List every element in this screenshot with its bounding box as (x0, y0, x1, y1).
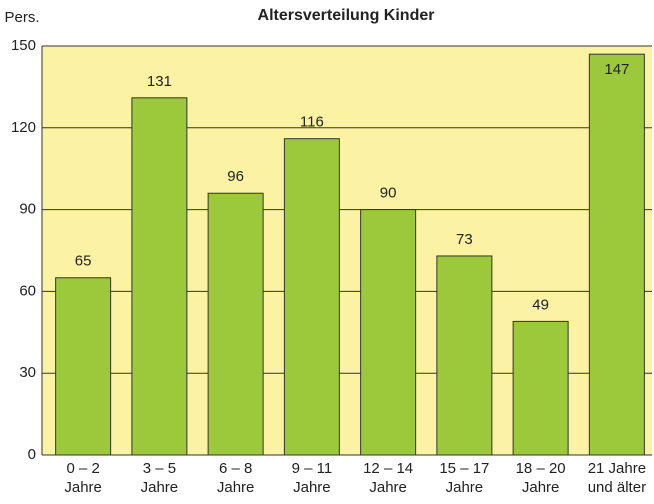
bar (207, 192, 264, 456)
x-tick-label: 0 – 2 (66, 460, 99, 477)
x-tick-label: 9 – 11 (292, 460, 333, 477)
data-label: 49 (532, 296, 549, 313)
chart-title: Altersverteilung Kinder (258, 7, 435, 24)
x-tick-label: Jahre (446, 479, 484, 496)
bar (588, 53, 645, 456)
bar (55, 277, 112, 456)
data-label: 90 (380, 185, 397, 202)
y-tick-label: 60 (19, 282, 36, 299)
x-tick-label: Jahre (369, 479, 407, 496)
x-tick-label: Jahre (141, 479, 179, 496)
y-tick-label: 90 (19, 201, 36, 218)
bar (283, 138, 340, 456)
x-tick-label: 15 – 17 (439, 460, 489, 477)
y-tick-label: 120 (11, 119, 36, 136)
y-tick-label: 150 (11, 37, 36, 54)
bar (436, 255, 493, 456)
data-label: 65 (75, 253, 92, 270)
x-tick-label: Jahre (217, 479, 255, 496)
x-tick-label: 3 – 5 (143, 460, 176, 477)
data-label: 116 (300, 114, 324, 131)
bar (512, 320, 569, 456)
data-label: 73 (456, 231, 473, 248)
bar (131, 97, 188, 456)
data-label: 147 (604, 61, 629, 78)
y-tick-label: 30 (19, 364, 36, 381)
x-tick-label: 18 – 20 (516, 460, 566, 477)
data-label: 96 (227, 168, 244, 185)
x-tick-label: Jahre (64, 479, 102, 496)
x-tick-label: 12 – 14 (363, 460, 413, 477)
y-tick-label: 0 (28, 446, 36, 463)
data-label: 131 (147, 73, 172, 90)
y-axis-label: Pers. (4, 9, 39, 26)
bar (360, 209, 417, 456)
x-tick-label: Jahre (293, 479, 331, 496)
x-tick-label: Jahre (522, 479, 560, 496)
x-tick-label: 21 Jahre (588, 460, 646, 477)
x-tick-label: 6 – 8 (219, 460, 252, 477)
x-tick-label: und älter (588, 479, 646, 496)
